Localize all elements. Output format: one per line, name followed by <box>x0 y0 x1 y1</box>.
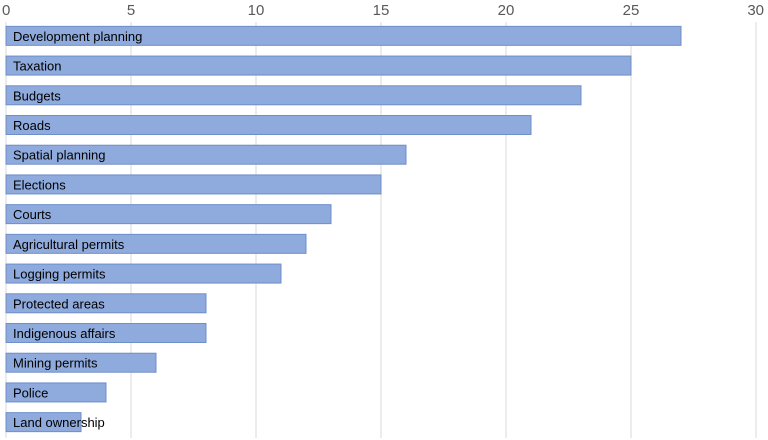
category-label: Logging permits <box>13 267 106 282</box>
category-label: Roads <box>13 118 51 133</box>
bar-elections <box>5 174 382 195</box>
category-label: Courts <box>13 207 52 222</box>
category-label: Budgets <box>13 88 61 103</box>
bars: Development planning Taxation Budgets Roads… <box>5 25 682 433</box>
bar-courts <box>5 204 332 225</box>
x-tick-label-5: 5 <box>127 2 135 19</box>
category-label: Police <box>13 385 48 400</box>
x-tick-label-0: 0 <box>2 2 10 19</box>
category-label: Elections <box>13 177 66 192</box>
bar-agricultural-permits <box>5 233 307 254</box>
x-tick-label-15: 15 <box>373 2 390 19</box>
bar-logging-permits <box>5 263 282 284</box>
bar-development-planning <box>5 25 682 46</box>
bar-budgets <box>5 85 582 106</box>
category-label: Development planning <box>13 29 142 44</box>
bar-spatial-planning <box>5 144 407 165</box>
category-label: Mining permits <box>13 356 98 371</box>
bar-roads <box>5 115 532 135</box>
x-tick-label-30: 30 <box>747 2 764 19</box>
category-label: Indigenous affairs <box>13 326 116 341</box>
category-label: Land ownership <box>13 415 105 430</box>
x-tick-label-25: 25 <box>623 2 640 19</box>
grid-lines <box>5 22 757 438</box>
bar-police <box>5 382 107 403</box>
bar-taxation <box>5 55 632 76</box>
bar-indigenous-affairs <box>5 323 207 343</box>
category-label: Protected areas <box>13 296 105 311</box>
bar-land-ownership <box>5 412 82 433</box>
bar-mining-permits <box>5 352 157 373</box>
x-tick-label-20: 20 <box>498 2 515 19</box>
category-label: Spatial planning <box>13 148 106 163</box>
x-axis-tick-labels: 0 5 10 15 20 25 30 <box>2 2 764 19</box>
x-tick-label-10: 10 <box>248 2 265 19</box>
category-label: Agricultural permits <box>13 237 125 252</box>
category-label: Taxation <box>13 59 61 74</box>
bar-protected-areas <box>5 293 207 314</box>
